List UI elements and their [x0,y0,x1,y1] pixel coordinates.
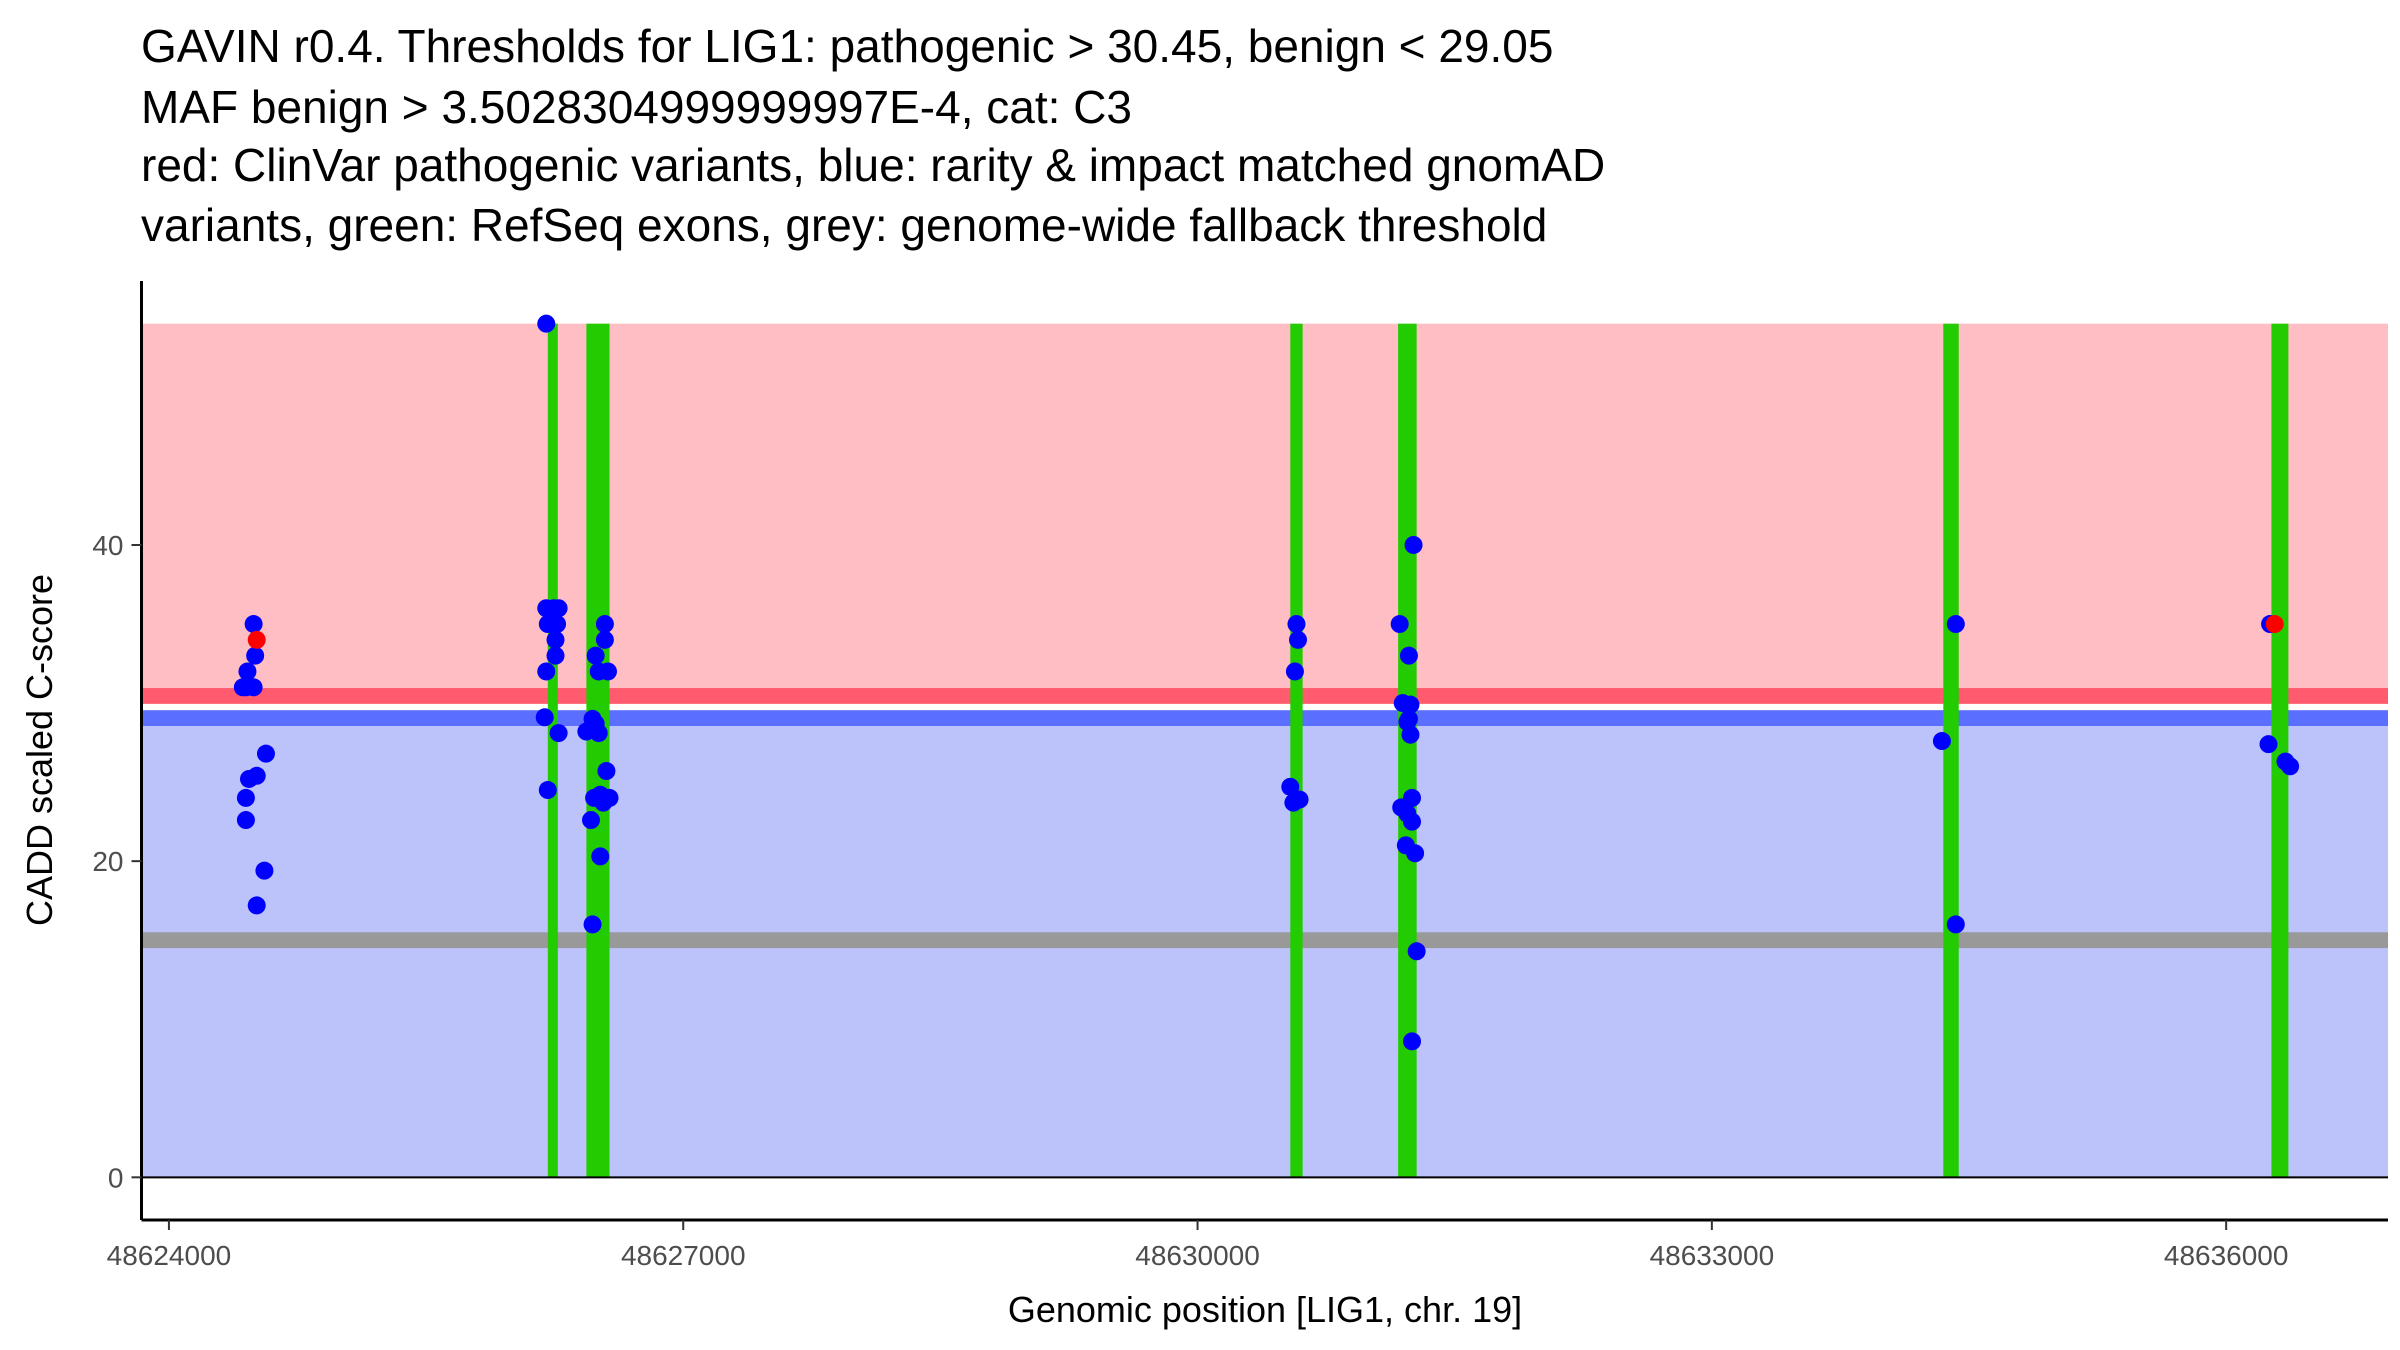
y-tick-label: 0 [108,1162,124,1193]
gnomad-point [546,646,565,665]
gnomad-point [1946,615,1965,634]
exon-3 [1290,323,1303,1178]
pathogenic-area [141,323,2388,696]
exon-5 [1943,323,1959,1178]
gnomad-point [1404,535,1423,554]
gnomad-point [1401,725,1420,744]
gnomad-point [549,724,568,743]
gnomad-point [1401,695,1420,714]
gnomad-point [548,615,567,634]
y-tick-label: 20 [92,846,123,877]
title-line-1: GAVIN r0.4. Thresholds for LIG1: pathoge… [141,20,1553,72]
gnomad-point [247,896,266,915]
gnomad-point [597,762,616,781]
gnomad-point [1406,844,1425,863]
gnomad-point [2281,757,2300,776]
gnomad-point [1403,788,1422,807]
gnomad-point [595,630,614,649]
gnomad-point [1390,615,1409,634]
gnomad-point [582,811,601,830]
gnomad-point [546,630,565,649]
gnomad-point [2259,735,2278,754]
fallback-threshold-line [141,932,2388,949]
gnomad-point [586,646,605,665]
gnomad-point [583,915,602,934]
gnomad-point [236,788,255,807]
gnomad-point [244,615,263,634]
gnomad-point [236,811,255,830]
gnomad-point [1287,615,1306,634]
clinvar-point [247,630,266,649]
title-line-2: MAF benign > 3.5028304999999997E-4, cat:… [141,81,1132,133]
gnomad-point [238,662,257,681]
gnomad-point [256,744,275,763]
gnomad-point [589,724,608,743]
y-axis-title: CADD scaled C-score [19,574,60,926]
y-tick-label: 40 [92,530,123,561]
gnomad-point [537,314,556,333]
x-tick-label: 48624000 [107,1240,232,1271]
plot-panel: 48624000 48627000 48630000 48633000 48636000… [92,281,2388,1271]
x-tick-label: 48630000 [1135,1240,1260,1271]
gnomad-point [591,847,610,866]
gnomad-point [1290,790,1309,809]
x-tick-label: 48636000 [2164,1240,2289,1271]
gnomad-point [255,861,274,880]
benign-threshold-line [141,710,2388,726]
exon-1 [547,323,558,1178]
pathogenic-threshold-line [141,688,2388,704]
gnomad-point [1285,662,1304,681]
gnomad-point [535,708,554,727]
title-line-3: red: ClinVar pathogenic variants, blue: … [141,139,1605,191]
gnomad-point [537,662,556,681]
gnomad-point [595,615,614,634]
exon-6 [2271,323,2289,1178]
gnomad-point [236,678,255,697]
gnomad-point [594,793,613,812]
gnomad-point [1946,915,1965,934]
gnomad-point [246,646,265,665]
gnomad-point [598,662,617,681]
x-tick-label: 48633000 [1650,1240,1775,1271]
gnomad-point [538,781,557,800]
gnomad-point [1403,812,1422,831]
exon-2 [586,323,610,1178]
gnomad-point [1932,732,1951,751]
chart-title: GAVIN r0.4. Thresholds for LIG1: pathoge… [141,20,1605,251]
x-axis-title: Genomic position [LIG1, chr. 19] [1008,1289,1522,1330]
x-tick-label: 48627000 [621,1240,746,1271]
gnomad-point [1289,630,1308,649]
gnomad-point [1281,777,1300,796]
clinvar-point [2265,615,2284,634]
gnomad-point [1399,646,1418,665]
gnomad-point [1403,1032,1422,1051]
gnomad-point [1407,942,1426,961]
gnomad-point [549,599,568,618]
title-line-4: variants, green: RefSeq exons, grey: gen… [141,199,1547,251]
gnomad-point [239,769,258,788]
